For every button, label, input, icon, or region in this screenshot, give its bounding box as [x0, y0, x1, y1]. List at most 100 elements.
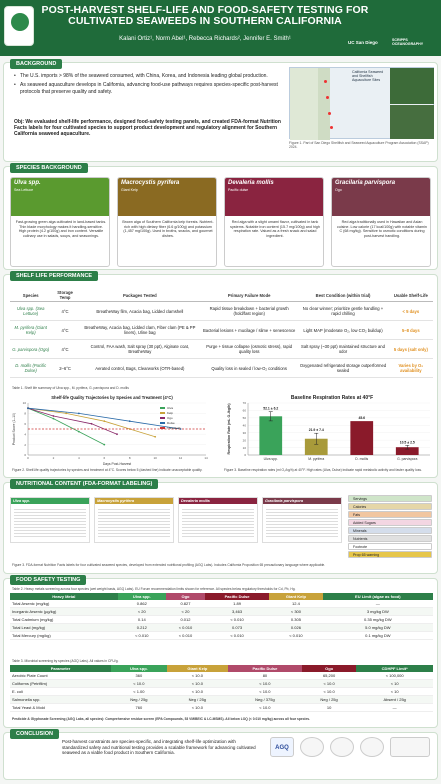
- column-header: Pacific Dulse: [228, 665, 302, 672]
- nutrition-legend: Servings Calories Fats Added Sugars Minerals…: [348, 495, 432, 559]
- x-tick-label: Ulva spp.: [264, 457, 278, 461]
- table-cell: Total Cadmium (mg/kg): [10, 615, 118, 624]
- x-tick-label: 12: [179, 456, 183, 460]
- table-cell-packages: BreatheWay, Acacia bag, Lidded clam, Fib…: [78, 320, 202, 340]
- label-facts: [98, 507, 170, 539]
- table-cell: 80: [228, 672, 302, 680]
- nutrition-label: Gracilaria parvispora: [262, 497, 342, 543]
- table-cell: < 20: [166, 607, 205, 616]
- table-cell-life: < 5 days: [388, 301, 433, 321]
- bullet: The U.S. imports > 98% of the seaweed co…: [14, 73, 282, 80]
- column-header: Ogo: [301, 665, 357, 672]
- legend-item: Added Sugars: [348, 519, 432, 526]
- table-cell: < 10.0: [166, 703, 229, 712]
- species-name: Devaleria mollis: [228, 180, 274, 186]
- table-cell: 3 mg/kg DW: [322, 607, 433, 616]
- series-line-ogo: [27, 407, 118, 435]
- table-row: Total Arsenic (mg/kg) 0.862 0.827 1.89 12.4—: [10, 600, 433, 608]
- legend-item: Calories: [348, 503, 432, 510]
- y-tick-label: 70: [243, 401, 247, 405]
- y-tick-label: 60: [243, 409, 247, 413]
- column-header: Heavy Metal: [10, 593, 118, 600]
- section-tag: SPECIES BACKGROUND: [10, 163, 88, 173]
- background-section: BACKGROUND The U.S. imports > 98% of the…: [3, 59, 438, 162]
- column-header: EU Limit (algae as food): [322, 593, 433, 600]
- table-cell: Neg / 25g: [166, 695, 229, 704]
- table-cell: Total Mercury (mg/kg): [10, 631, 118, 640]
- x-tick-label: 2: [53, 456, 55, 460]
- legend-swatch: [160, 422, 165, 424]
- column-header: Giant Kelp: [269, 593, 323, 600]
- y-tick-label: 40: [243, 423, 247, 427]
- series-line-ulva: [27, 407, 105, 445]
- table-cell-failure: Rapid tissue breakdown + bacterial growt…: [201, 301, 298, 321]
- y-tick-label: 50: [243, 416, 247, 420]
- species-card: Devaleria mollis Pacific dulse Red alga wi…: [224, 177, 324, 267]
- table-row: Aerobic Plate Count 360 < 10.0 80 65,200 < 10…: [10, 672, 433, 680]
- x-tick-label: 10: [153, 456, 157, 460]
- scripps-logo: SCRIPPS OCEANOGRAPHY: [392, 38, 424, 46]
- table-cell-temp: 4°C: [51, 339, 79, 359]
- data-point: [154, 435, 157, 438]
- figure-caption: Figure 2. Shelf-life quality trajectorie…: [12, 468, 203, 472]
- data-point: [27, 407, 29, 410]
- table-row: Total Lead (mg/kg) 0.212 < 0.010 0.073 0.026…: [10, 623, 433, 632]
- y-tick-label: 0: [244, 453, 246, 457]
- x-tick-label: M. pyrifera: [308, 457, 324, 461]
- seal-logo-icon: [330, 737, 354, 757]
- table-cell: < 0.010: [117, 631, 167, 640]
- nutrition-label: Ulva spp.: [10, 497, 90, 543]
- seal-logo-icon: [300, 737, 324, 757]
- legend-label: Dulse: [167, 421, 175, 425]
- table-row: Ulva spp. (Sea Lettuce) 4°C BreatheWay fil…: [10, 301, 433, 321]
- table-cell: < 0.010: [166, 631, 205, 640]
- x-tick-label: 14: [204, 456, 208, 460]
- y-tick-label: 10: [23, 401, 27, 405]
- farm-photo: [390, 68, 434, 104]
- y-tick-label: 6: [24, 422, 26, 426]
- table-cell: < 10.0: [111, 679, 167, 688]
- leaf-logo-icon: [11, 13, 29, 31]
- column-header: Giant Kelp: [166, 665, 229, 672]
- table-cell: < 20: [117, 607, 167, 616]
- table-cell-failure: Quality loss in sealed / low-O₂ conditio…: [201, 358, 298, 378]
- species-photo: [11, 178, 109, 216]
- table-cell: 0.1 mg/kg DW: [322, 631, 433, 640]
- objective-text: Obj: We evaluated shelf-life performance…: [14, 119, 281, 138]
- bullet: As seaweed aquaculture develops in Calif…: [14, 82, 282, 95]
- species-common-name: Sea Lettuce: [14, 188, 34, 192]
- table-cell: Coliforms (Petrifilm): [10, 679, 112, 688]
- table-cell-packages: Aerated control, Bags, Clearworks (OTR-b…: [78, 358, 202, 378]
- legend-item: Minerals: [348, 527, 432, 534]
- data-label: 10.5 ± 2.5: [400, 440, 415, 444]
- data-point: [65, 412, 68, 415]
- table-cell: 5.0 mg/kg DW: [322, 623, 433, 632]
- background-bullets: The U.S. imports > 98% of the seaweed co…: [14, 73, 282, 98]
- species-photo: [118, 178, 216, 216]
- species-description: Red alga with a slight umami flavor, cul…: [230, 220, 320, 238]
- x-axis-label: Days Post-Harvest: [103, 462, 131, 466]
- legend-item: Footnote: [348, 543, 432, 550]
- map-legend: California Seaweed and Shellfish Aquacul…: [352, 70, 384, 83]
- table-cell: —: [322, 600, 433, 608]
- table-cell-failure: Bacterial lesions + mucilage / slime + s…: [201, 320, 298, 340]
- data-point: [90, 422, 93, 425]
- site-marker-icon: [326, 96, 329, 99]
- data-point: [103, 443, 106, 446]
- label-header: Gracilaria parvispora: [263, 498, 341, 504]
- figure-caption: Figure 3. FDA-format Nutrition Facts lab…: [12, 563, 326, 567]
- bar: [304, 438, 328, 455]
- data-point: [128, 420, 131, 423]
- microbial-table: Parameter Ulva spp. Giant Kelp Pacific Duls…: [10, 665, 433, 712]
- table-row: Salmonella spp. Neg / 25g Neg / 25g Neg / 3…: [10, 695, 433, 704]
- map-caption: Figure 1. Part of San Diego Shellfish an…: [289, 141, 429, 149]
- species-name: Ulva spp.: [14, 180, 41, 186]
- authors: Kalani Ortiz¹, Norm Abel¹, Rebecca Richa…: [119, 36, 291, 42]
- table-row: E. coli < 1.00 < 10.0 < 10.0 < 10.0 < 10: [10, 687, 433, 696]
- species-card: Gracilaria parvispora Ogo Red alga traditi…: [331, 177, 431, 267]
- table-cell: Total Arsenic (mg/kg): [10, 600, 118, 608]
- data-point: [77, 412, 80, 415]
- label-header: Ulva spp.: [11, 498, 89, 504]
- label-header: Devaleria mollis: [179, 498, 257, 504]
- table-cell-life: 5 days (salt only): [388, 339, 433, 359]
